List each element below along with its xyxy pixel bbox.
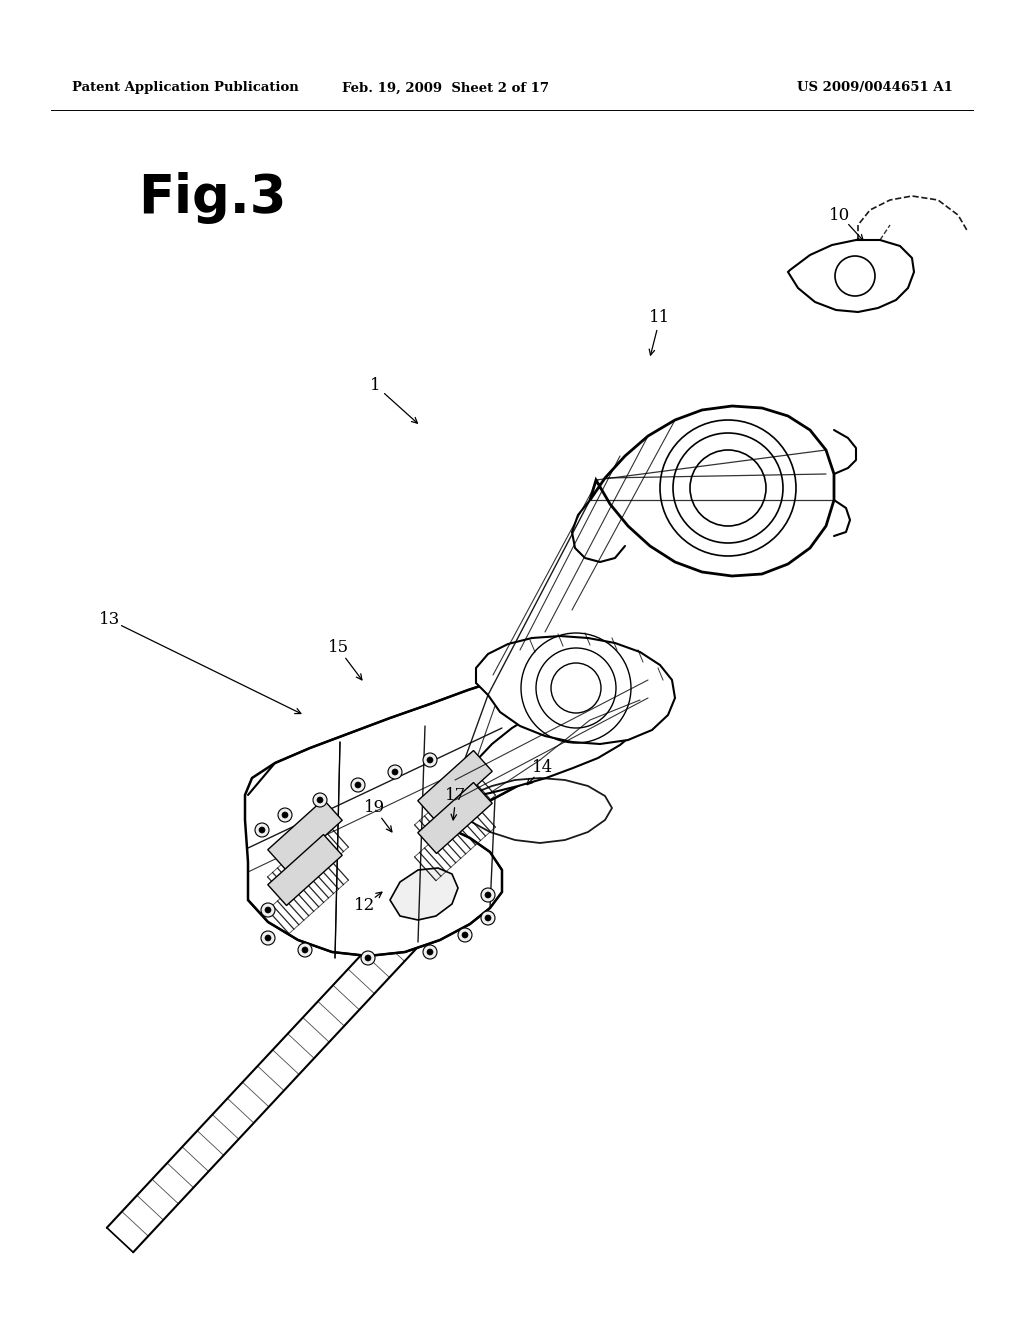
Polygon shape xyxy=(788,240,914,312)
Circle shape xyxy=(278,808,292,822)
Circle shape xyxy=(423,945,437,960)
Circle shape xyxy=(298,942,312,957)
Circle shape xyxy=(481,888,495,902)
Text: US 2009/0044651 A1: US 2009/0044651 A1 xyxy=(797,82,953,95)
Circle shape xyxy=(255,822,269,837)
Circle shape xyxy=(392,770,398,775)
Text: Feb. 19, 2009  Sheet 2 of 17: Feb. 19, 2009 Sheet 2 of 17 xyxy=(341,82,549,95)
Circle shape xyxy=(355,781,361,788)
Circle shape xyxy=(302,946,308,953)
Circle shape xyxy=(427,949,433,954)
Text: Fig.3: Fig.3 xyxy=(138,172,287,224)
Polygon shape xyxy=(476,636,675,744)
Polygon shape xyxy=(245,663,658,956)
Polygon shape xyxy=(390,869,458,920)
Circle shape xyxy=(485,892,490,898)
Circle shape xyxy=(351,777,365,792)
Polygon shape xyxy=(590,407,834,576)
Circle shape xyxy=(458,928,472,942)
Circle shape xyxy=(265,907,271,913)
Polygon shape xyxy=(418,783,493,854)
Text: 19: 19 xyxy=(364,800,385,817)
Circle shape xyxy=(485,915,490,921)
Circle shape xyxy=(265,935,271,941)
Circle shape xyxy=(423,752,437,767)
Circle shape xyxy=(261,931,275,945)
Circle shape xyxy=(361,950,375,965)
Circle shape xyxy=(462,932,468,939)
Text: 15: 15 xyxy=(328,639,348,656)
Text: 13: 13 xyxy=(99,611,121,628)
Text: 10: 10 xyxy=(829,206,851,223)
Circle shape xyxy=(427,756,433,763)
Polygon shape xyxy=(418,751,493,821)
Text: 11: 11 xyxy=(649,309,671,326)
Text: 14: 14 xyxy=(532,759,554,776)
Text: 1: 1 xyxy=(370,376,380,393)
Circle shape xyxy=(317,797,323,803)
Text: 12: 12 xyxy=(354,896,376,913)
Text: 17: 17 xyxy=(445,787,467,804)
Polygon shape xyxy=(452,688,648,800)
Circle shape xyxy=(261,903,275,917)
Circle shape xyxy=(259,828,265,833)
Circle shape xyxy=(282,812,288,818)
Text: Patent Application Publication: Patent Application Publication xyxy=(72,82,299,95)
Circle shape xyxy=(388,766,402,779)
Circle shape xyxy=(313,793,327,807)
Circle shape xyxy=(365,954,371,961)
Polygon shape xyxy=(267,800,342,870)
Circle shape xyxy=(481,911,495,925)
Polygon shape xyxy=(267,834,342,906)
